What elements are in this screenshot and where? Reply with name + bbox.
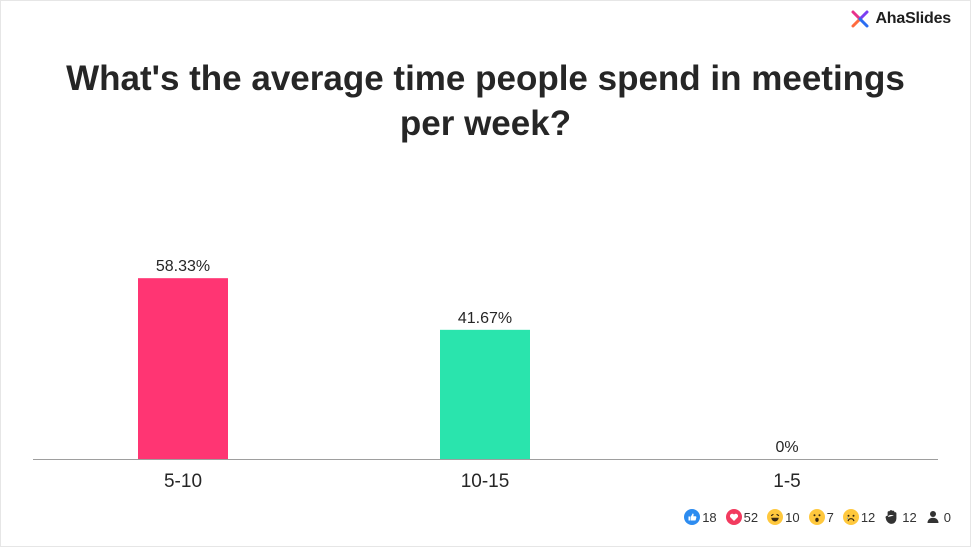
brand-logo: AhaSlides bbox=[849, 8, 951, 30]
reaction-count: 12 bbox=[902, 509, 917, 525]
category-label-1-5: 1-5 bbox=[773, 471, 800, 492]
heart-icon bbox=[725, 509, 742, 525]
chart-title: What's the average time people spend in … bbox=[66, 59, 905, 143]
reaction-bar: 18 52 10 7 12 12 0 bbox=[684, 509, 951, 525]
raised-hand-icon bbox=[884, 509, 900, 525]
bar-5-10 bbox=[138, 278, 228, 459]
data-label-5-10: 58.33% bbox=[156, 258, 210, 275]
category-label-10-15: 10-15 bbox=[461, 471, 510, 492]
reaction-heart: 52 bbox=[725, 509, 759, 525]
data-label-10-15: 41.67% bbox=[458, 310, 512, 327]
ahaslides-logo-icon bbox=[851, 10, 869, 28]
bar-chart: 58.33% 5-10 41.67% 10-15 0% 1-5 bbox=[33, 258, 938, 492]
reaction-count: 10 bbox=[785, 509, 800, 525]
laughing-face-icon bbox=[767, 509, 784, 525]
thumbs-up-icon bbox=[684, 509, 701, 525]
brand-name: AhaSlides bbox=[875, 10, 951, 27]
bar-10-15 bbox=[440, 329, 530, 459]
reaction-sad-face: 12 bbox=[842, 509, 876, 525]
reaction-count: 12 bbox=[860, 509, 876, 525]
reaction-surprised-face: 7 bbox=[808, 509, 834, 525]
reaction-laughing-face: 10 bbox=[767, 509, 800, 525]
data-label-1-5: 0% bbox=[775, 439, 798, 456]
participant-icon bbox=[926, 509, 942, 525]
reaction-count: 18 bbox=[702, 509, 717, 525]
reaction-raised-hand: 12 bbox=[884, 509, 917, 525]
category-label-5-10: 5-10 bbox=[164, 471, 202, 492]
reaction-thumbs-up: 18 bbox=[684, 509, 717, 525]
reaction-count: 0 bbox=[943, 509, 951, 525]
reaction-participant: 0 bbox=[926, 509, 951, 525]
reaction-count: 52 bbox=[743, 509, 759, 525]
surprised-face-icon bbox=[808, 509, 825, 525]
sad-face-icon bbox=[842, 509, 859, 525]
reaction-count: 7 bbox=[826, 509, 834, 525]
